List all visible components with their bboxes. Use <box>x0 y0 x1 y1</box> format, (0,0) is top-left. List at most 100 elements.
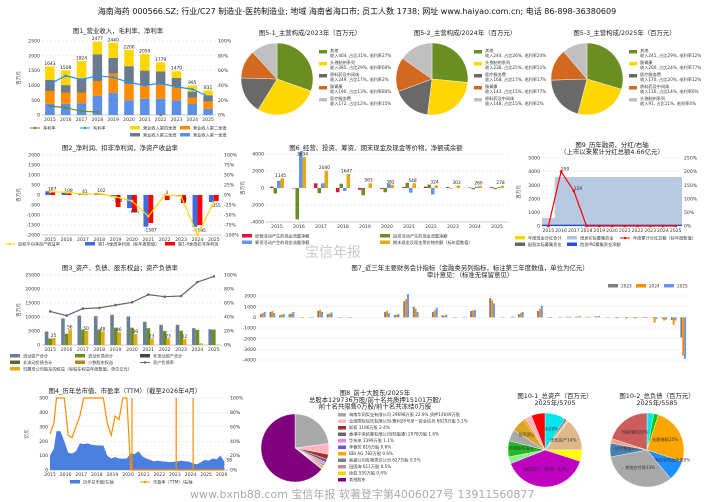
line-加权平均净资产收益率-point <box>163 194 166 197</box>
bar-total-label: 2440 <box>108 37 119 43</box>
chart-title: 图4_历年总市值、市盈率（TTM）（截至2026年4月） <box>49 386 202 395</box>
bar-2024 <box>396 315 398 318</box>
legend-label: 投资活动产生的现金流量净额 <box>393 233 448 240</box>
x-tick-label: 2024 <box>185 472 197 478</box>
y-tick-label: -2000 <box>243 336 256 342</box>
bar-2025 <box>675 317 677 320</box>
bar-营业收入第四季度 <box>108 43 117 58</box>
x-tick-label: 2024 <box>186 117 198 123</box>
bar-营业收入第四季度 <box>124 50 133 66</box>
bar-2023 <box>671 317 673 320</box>
bar-投资活动产生的现金流量净额 <box>471 188 475 189</box>
bar-2023 <box>403 301 405 317</box>
legend-swatch <box>338 452 346 456</box>
x-tick-label: 2026 <box>216 472 228 478</box>
bar-投资活动产生的现金流量净额 <box>383 188 387 192</box>
bar-流动资产合计 <box>45 332 49 345</box>
legend-swatch <box>75 361 85 365</box>
legend-label: 流动负债合计 <box>88 353 113 360</box>
y-tick-label: 0 <box>37 113 40 119</box>
y-tick-label: -500 <box>30 203 41 209</box>
line-加权平均净资产收益率-point <box>147 215 150 218</box>
bar-value-label: 1145 <box>275 173 286 179</box>
legend-swatch <box>629 62 637 66</box>
y2-tick-label: 100% <box>224 153 238 159</box>
legend-label: 毛利率 <box>93 125 106 132</box>
x-tick-label: 2021 <box>139 117 151 123</box>
bar-2023 <box>680 317 682 337</box>
fig4-svg: 图4_历年总市值、市盈率（TTM）（截至2026年4月）010020030040… <box>0 385 250 485</box>
legend-swatch <box>319 50 327 54</box>
bar-营业收入第一季度 <box>140 99 149 115</box>
bar-2025 <box>464 317 466 318</box>
x-tick-label: 2018 <box>93 347 105 353</box>
y-tick-label: 300 <box>39 424 48 430</box>
bar-2024 <box>673 317 675 324</box>
bar-value-label: 23 <box>165 334 171 340</box>
line-资产负债率-point <box>163 295 166 298</box>
x-tick-label: 2019 <box>110 347 122 353</box>
x-tick-label: 2018 <box>581 228 593 234</box>
y2-tick-label: 50% <box>684 210 695 216</box>
bar-营业收入第一季度 <box>156 99 165 115</box>
x-tick-label: 2015 <box>543 228 555 234</box>
line-资产负债率-point <box>180 295 183 298</box>
legend-label: 配股实际募集资金 <box>528 241 562 248</box>
fig102-svg: 图10-2_总负债（百万元）2025年/5585· 长期借款25% ·· 一年内… <box>605 390 714 490</box>
x-tick-label: 2019 <box>593 228 605 234</box>
y-tick-label: 2000 <box>28 53 40 59</box>
y-tick-label: -1500 <box>27 223 40 229</box>
y-tick-label: 400 <box>39 410 48 416</box>
bar-归属母公司股东的权益（标股东权益年度数值，单位亿元） <box>134 334 138 345</box>
bar-2025 <box>617 317 619 318</box>
y-tick-label: -4000 <box>243 358 256 364</box>
legend-swatch <box>319 98 327 102</box>
y-tick-label: 3000 <box>528 183 540 189</box>
legend-swatch <box>319 86 327 90</box>
legend-detail: 收入244, 占比26%, 毛利率24% <box>485 52 546 59</box>
pie-slice <box>427 79 467 115</box>
bar-2024 <box>510 317 512 318</box>
y-tick-label: -3000 <box>243 347 256 353</box>
bar-2025 <box>407 294 409 317</box>
legend-label: 云南国际信托有限公司-聚利26号单一资金信托 6629万股 5.1% <box>349 418 468 425</box>
bar-归属母公司股东的权益（标股东权益年度数值，单位亿元） <box>199 343 203 345</box>
y2-tick-label: 20% <box>218 98 229 104</box>
line-年度累计分红总额（标年度数值）-point <box>662 225 665 228</box>
chart-subtitle: （上市以来累计分红总额4.66亿元） <box>560 147 664 156</box>
y2-tick-label: 25% <box>224 183 235 189</box>
bar-营业收入第四季度 <box>172 71 181 78</box>
bar-2024 <box>615 317 617 318</box>
y-tick-label: 0 <box>261 186 264 192</box>
bar-流动负债合计 <box>48 339 52 345</box>
bar-2025 <box>665 317 667 319</box>
bar-流动资产合计 <box>159 325 163 345</box>
legend-swatch <box>474 86 482 90</box>
bar-营业收入第一季度 <box>77 103 86 115</box>
bar-营业收入第一季度 <box>172 100 181 115</box>
legend-swatch <box>515 236 525 240</box>
bar-value-label: 1647 <box>341 169 352 175</box>
area-增发实际募集资金 <box>542 177 682 226</box>
bar-value-label: 3634 <box>297 152 308 158</box>
bar-2024 <box>501 317 503 318</box>
bar-筹资活动产生的现金流量净额 <box>497 187 501 188</box>
bar-营业收入第四季度 <box>77 61 86 79</box>
bar-营业收入第一季度 <box>203 109 212 115</box>
bar-期末现金及现金等价物余额（标年度数值） <box>369 183 373 188</box>
bar-2024 <box>281 315 283 318</box>
fig51-panel: 图5-1_主营构成/2023年（百万元）其他收入404, 占比31%, 毛利率2… <box>235 25 395 140</box>
bar-营业收入第二季度 <box>156 85 165 99</box>
legend-detail: 收入385, 占比29%, 毛利率60% <box>330 64 391 71</box>
bar-筹资活动产生的现金流量净额 <box>321 183 325 188</box>
legend-detail: 收入238, 占比25%, 毛利率51% <box>485 64 546 71</box>
chart-title: 图5-3_主营构成/2025年（百万元） <box>573 28 675 37</box>
y2-tick-label: 50% <box>224 173 235 179</box>
fig52-panel: 图5-2_主营构成/2024年（百万元）其他收入244, 占比26%, 毛利率2… <box>390 25 550 140</box>
y-tick-label: 25000 <box>25 273 40 279</box>
bar-total-label: 2059 <box>139 49 150 55</box>
bar-流动资产合计 <box>192 328 196 345</box>
line-value-label: 129 <box>574 186 583 192</box>
legend-swatch <box>474 98 482 102</box>
line-年度累计分红总额（标年度数值）-point <box>636 225 639 228</box>
